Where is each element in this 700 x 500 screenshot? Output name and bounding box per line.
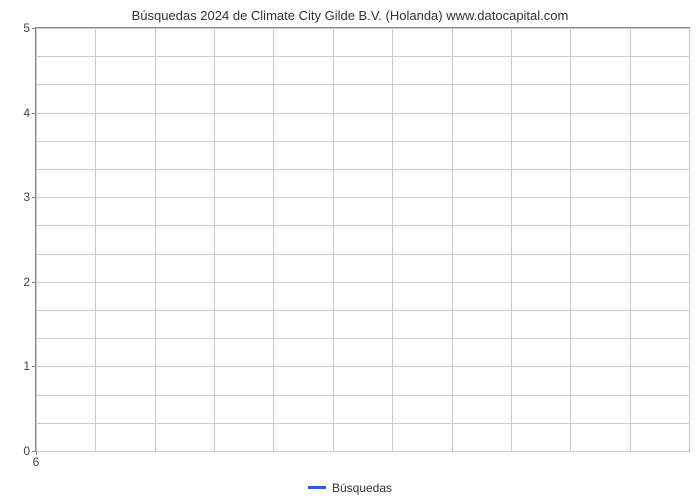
grid-h-minor — [36, 254, 689, 255]
grid-h-major — [36, 28, 689, 29]
grid-h-minor — [36, 338, 689, 339]
x-tick-mark — [36, 451, 37, 455]
grid-h-minor — [36, 169, 689, 170]
grid-v — [95, 28, 96, 451]
grid-h-minor — [36, 225, 689, 226]
y-tick-label: 1 — [23, 359, 30, 373]
grid-h-minor — [36, 310, 689, 311]
plot-wrapper: 0123456 — [35, 27, 690, 452]
grid-h-minor — [36, 395, 689, 396]
grid-v — [689, 28, 690, 451]
grid-h-major — [36, 282, 689, 283]
legend-item: Búsquedas — [308, 481, 392, 495]
grid-v — [630, 28, 631, 451]
grid-v — [36, 28, 37, 451]
grid-h-major — [36, 366, 689, 367]
chart-legend: Búsquedas — [0, 478, 700, 495]
legend-swatch — [308, 486, 326, 489]
y-tick-label: 0 — [23, 444, 30, 458]
y-tick-label: 5 — [23, 21, 30, 35]
grid-v — [511, 28, 512, 451]
grid-v — [273, 28, 274, 451]
chart-title: Búsquedas 2024 de Climate City Gilde B.V… — [0, 8, 700, 23]
grid-h-minor — [36, 56, 689, 57]
grid-h-minor — [36, 141, 689, 142]
grid-h-major — [36, 197, 689, 198]
plot-area: 0123456 — [35, 27, 690, 452]
grid-v — [570, 28, 571, 451]
grid-v — [392, 28, 393, 451]
grid-h-major — [36, 451, 689, 452]
legend-label: Búsquedas — [332, 481, 392, 495]
grid-v — [214, 28, 215, 451]
grid-h-minor — [36, 84, 689, 85]
y-tick-label: 3 — [23, 190, 30, 204]
x-tick-label: 6 — [33, 455, 40, 469]
grid-v — [333, 28, 334, 451]
grid-v — [452, 28, 453, 451]
chart-container: Búsquedas 2024 de Climate City Gilde B.V… — [0, 8, 700, 500]
grid-v — [155, 28, 156, 451]
grid-h-minor — [36, 423, 689, 424]
grid-h-major — [36, 113, 689, 114]
y-tick-label: 4 — [23, 106, 30, 120]
y-tick-label: 2 — [23, 275, 30, 289]
